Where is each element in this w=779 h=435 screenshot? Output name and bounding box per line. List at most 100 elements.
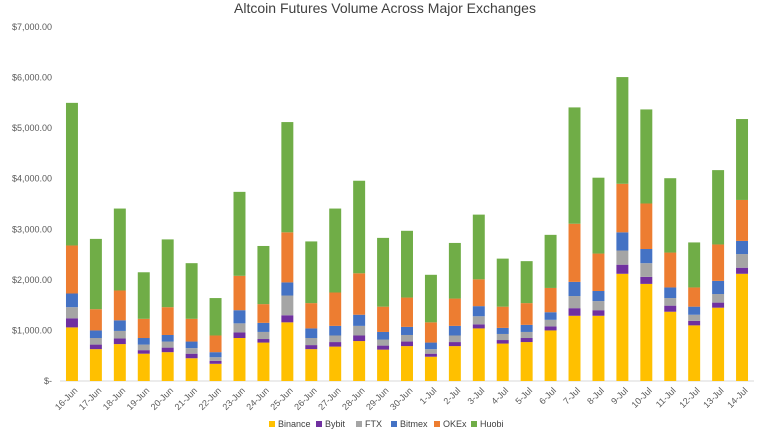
bar-segment <box>137 350 150 354</box>
bar-segment <box>664 178 677 253</box>
bar-segment <box>305 345 318 350</box>
bar-segment <box>688 306 701 315</box>
bar-segment <box>281 295 294 316</box>
bar-segment <box>496 343 509 381</box>
x-tick-label: 24-Jun <box>244 385 271 412</box>
legend-label: FTX <box>365 419 382 429</box>
bar-segment <box>544 319 557 327</box>
legend-label: OKEx <box>443 419 467 429</box>
bar-segment <box>185 318 198 342</box>
bar-segment <box>353 314 366 326</box>
bar-segment <box>353 341 366 381</box>
bar-segment <box>353 273 366 315</box>
bar-segment <box>736 267 749 274</box>
bar-segment <box>89 338 102 345</box>
bar-segment <box>712 170 725 245</box>
bar-segment <box>329 346 342 381</box>
x-tick-label: 16-Jun <box>53 385 80 412</box>
legend-swatch <box>391 421 397 427</box>
bar-segment <box>592 310 605 316</box>
bar-segment <box>137 338 150 345</box>
x-tick-label: 4-Jul <box>489 385 510 406</box>
x-axis: 16-Jun17-Jun18-Jun19-Jun20-Jun21-Jun22-J… <box>53 380 754 412</box>
bar-segment <box>592 253 605 291</box>
legend-label: Bybit <box>325 419 346 429</box>
bar-segment <box>353 335 366 342</box>
bar-segment <box>257 339 270 343</box>
bar-segment <box>329 292 342 326</box>
legend-label: Binance <box>278 419 311 429</box>
x-tick-label: 5-Jul <box>513 385 534 406</box>
bar-segment <box>688 320 701 326</box>
bar-segment <box>568 107 581 224</box>
bar-segment <box>233 323 246 333</box>
bar-segment <box>712 302 725 308</box>
bar-segment <box>712 244 725 281</box>
bar-segment <box>209 335 222 353</box>
bar-segment <box>616 273 629 381</box>
bar-segment <box>616 264 629 274</box>
legend-label: Bitmex <box>400 419 428 429</box>
bar-segment <box>329 325 342 336</box>
bar-segment <box>233 191 246 276</box>
bar-segment <box>520 331 533 339</box>
bar-segment <box>424 274 437 323</box>
bar-segment <box>568 308 581 316</box>
bar-segment <box>640 203 653 249</box>
bar-segment <box>185 341 198 349</box>
bar-segment <box>568 315 581 381</box>
x-tick-label: 6-Jul <box>537 385 558 406</box>
bar-segment <box>137 318 150 339</box>
bar-segment <box>496 340 509 344</box>
legend-swatch <box>269 421 275 427</box>
x-tick-label: 26-Jun <box>292 385 319 412</box>
bar-segment <box>640 283 653 381</box>
bar-segment <box>185 353 198 359</box>
bar-segment <box>257 322 270 332</box>
bar-segment <box>233 332 246 339</box>
bar-segment <box>353 180 366 274</box>
bar-segment <box>305 303 318 329</box>
bar-segment <box>401 297 413 327</box>
y-tick-label: $4,000.00 <box>12 174 52 184</box>
bar-segment <box>329 208 342 293</box>
bar-segment <box>377 339 390 346</box>
x-tick-label: 25-Jun <box>268 385 295 412</box>
bar-segment <box>472 328 485 381</box>
y-tick-label: $- <box>44 376 52 386</box>
bar-segment <box>472 324 485 329</box>
bar-segment <box>496 327 509 334</box>
bar-segment <box>65 318 78 328</box>
bar-segment <box>568 281 581 297</box>
bar-segment <box>448 335 461 343</box>
bar-segment <box>448 325 461 336</box>
legend-swatch <box>316 421 322 427</box>
bar-segment <box>736 240 749 255</box>
bar-segment <box>448 242 461 299</box>
bar-segment <box>688 314 701 321</box>
bar-segment <box>113 330 126 339</box>
bar-segment <box>664 298 677 306</box>
y-tick-label: $6,000.00 <box>12 73 52 83</box>
bar-segment <box>496 306 509 328</box>
bar-segment <box>233 275 246 311</box>
bar-segment <box>472 306 485 317</box>
bar-segment <box>257 331 270 340</box>
x-tick-label: 27-Jun <box>316 385 343 412</box>
y-tick-label: $7,000.00 <box>12 22 52 32</box>
bar-segment <box>664 311 677 381</box>
bar-segment <box>472 316 485 325</box>
bar-segment <box>89 309 102 331</box>
bar-segment <box>281 282 294 296</box>
bar-segment <box>424 353 437 357</box>
x-tick-label: 20-Jun <box>149 385 176 412</box>
bar-segment <box>592 301 605 311</box>
bar-segment <box>520 303 533 325</box>
bar-segment <box>520 342 533 381</box>
bar-segment <box>161 341 174 348</box>
x-tick-label: 30-Jun <box>388 385 415 412</box>
bar-segment <box>640 263 653 277</box>
bar-segment <box>329 342 342 347</box>
bar-segment <box>209 352 222 358</box>
bar-segment <box>472 214 485 280</box>
